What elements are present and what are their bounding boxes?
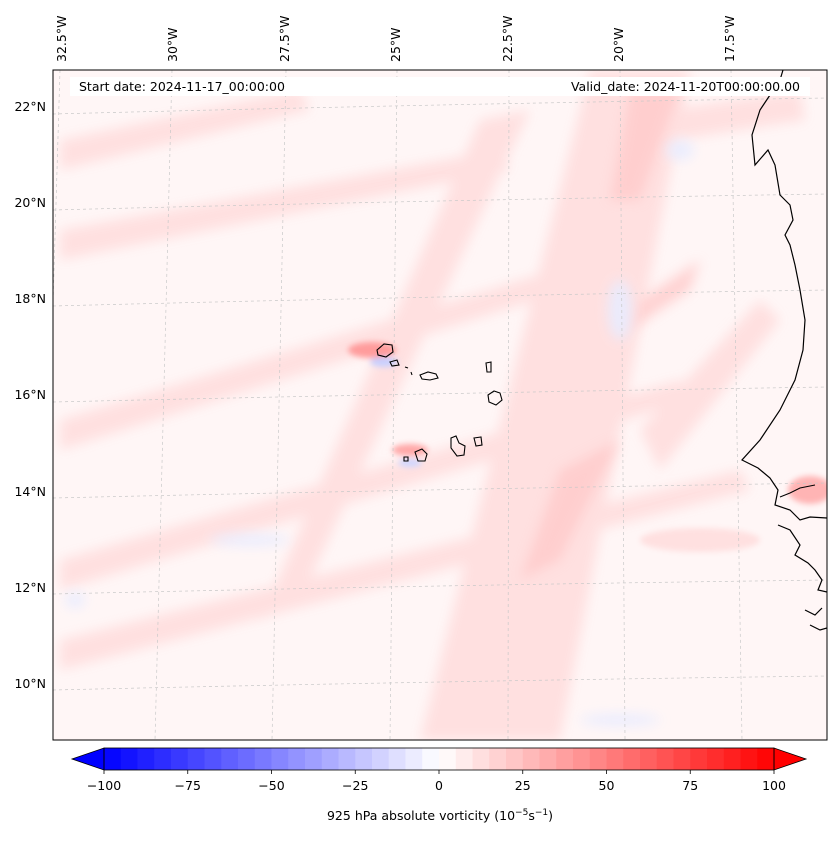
lon-label-25w: 25°W [388,27,403,62]
lat-label-14n: 14°N [14,484,46,499]
colorbar-cell [238,748,256,770]
colorbar-cell [254,748,273,770]
colorbar-cell [455,748,474,770]
colorbar-cell [305,748,323,770]
lat-label-22n: 22°N [14,99,46,114]
colorbar-cell [589,748,608,770]
colorbar-cell [707,748,725,770]
colorbar-tick-label: 25 [515,778,531,793]
latitude-labels: 22°N 20°N 18°N 16°N 14°N 12°N 10°N [14,99,46,691]
africa-coastline [741,70,827,631]
lat-label-12n: 12°N [14,580,46,595]
colorbar-extend-max [773,747,808,771]
colorbar-cell [623,748,641,770]
colorbar-cell [606,748,624,770]
colorbar-cell [673,748,691,770]
lon-label-20w: 20°W [611,27,626,62]
colorbar-extend-min [70,747,105,771]
colorbar-cell [439,748,457,770]
colorbar-tick-label: −25 [342,778,368,793]
colorbar-cell [104,748,122,770]
colorbar-cell [489,748,507,770]
longitude-labels: 32.5°W 30°W 27.5°W 25°W 22.5°W 20°W 17.5… [54,16,737,62]
header-box [70,77,810,96]
colorbar-tick-label: 0 [435,778,443,793]
colorbar-cell [573,748,591,770]
lat-label-18n: 18°N [14,291,46,306]
colorbar-cell [321,748,340,770]
gridlines [53,70,827,740]
colorbar-cell [422,748,440,770]
colorbar-tick-label: −50 [258,778,284,793]
colorbar-ticks: −100 −75 −50 −25 0 25 50 75 100 [87,770,786,793]
colorbar-cell [204,748,222,770]
colorbar-tick-label: 50 [599,778,615,793]
colorbar-cell [288,748,306,770]
colorbar-tick-label: −75 [175,778,201,793]
colorbar-label: 925 hPa absolute vorticity (10−5s−1) [327,808,553,823]
colorbar-cells [104,748,775,770]
colorbar-cell [740,748,758,770]
colorbar-cell [757,748,775,770]
lat-label-16n: 16°N [14,387,46,402]
colorbar-cell [539,748,557,770]
colorbar-cell [221,748,239,770]
vorticity-field [53,70,827,740]
start-date-label: Start date: 2024-11-17_00:00:00 [79,79,285,94]
lon-label-27-5w: 27.5°W [277,16,292,62]
colorbar-cell [556,748,574,770]
colorbar-cell [154,748,172,770]
gambia-estuary [779,484,816,498]
lon-label-30w: 30°W [165,27,180,62]
colorbar-tick-label: 75 [682,778,698,793]
colorbar-cell [171,748,189,770]
colorbar-cell [506,748,524,770]
colorbar-cell [472,748,490,770]
colorbar-cell [187,748,206,770]
lon-label-17-5w: 17.5°W [722,16,737,62]
colorbar-cell [372,748,390,770]
colorbar-tick-label: 100 [762,778,786,793]
colorbar-cell [338,748,356,770]
colorbar-cell [355,748,373,770]
colorbar-cell [640,748,658,770]
colorbar-cell [690,748,708,770]
colorbar-cell [405,748,423,770]
colorbar-cell [656,748,675,770]
colorbar-cell [388,748,407,770]
colorbar-cell [522,748,541,770]
lat-label-10n: 10°N [14,676,46,691]
cape-verde-islands [376,343,503,462]
map-frame [52,69,828,741]
colorbar: −100 −75 −50 −25 0 25 50 75 100 925 hPa absolute… [70,747,808,823]
lat-label-20n: 20°N [14,195,46,210]
colorbar-tick-label: −100 [87,778,121,793]
lon-label-32-5w: 32.5°W [54,16,69,62]
colorbar-cell [120,748,139,770]
lon-label-22-5w: 22.5°W [500,16,515,62]
colorbar-cell [271,748,289,770]
colorbar-cell [723,748,742,770]
colorbar-cell [137,748,155,770]
valid-date-label: Valid_date: 2024-11-20T00:00:00.00 [571,79,800,94]
map-panel: Start date: 2024-11-17_00:00:00 Valid_da… [52,69,828,741]
